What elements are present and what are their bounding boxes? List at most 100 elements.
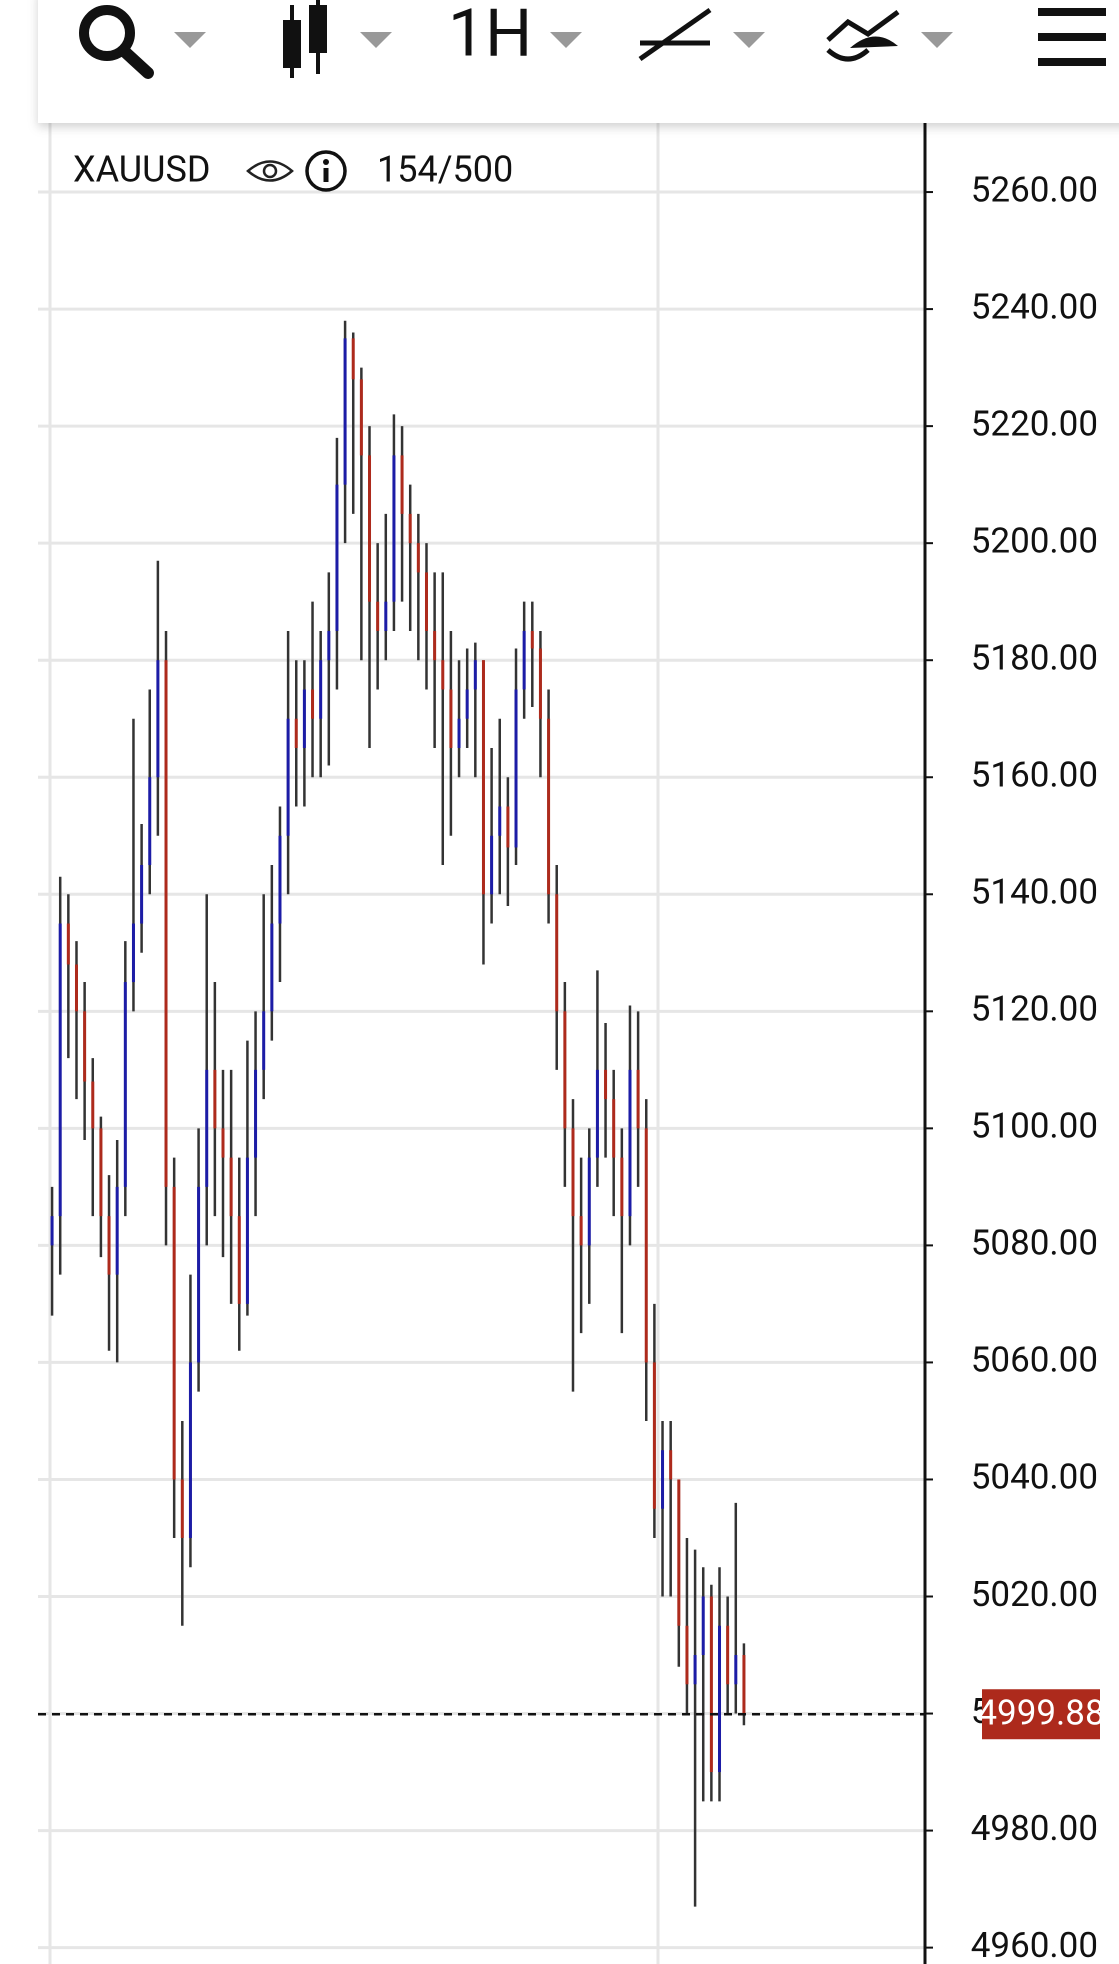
candle-body	[107, 1216, 111, 1275]
candle-body	[311, 689, 315, 719]
candle-body	[221, 1128, 225, 1158]
candle-body	[156, 660, 160, 778]
candle-body	[506, 806, 510, 848]
candle-body	[457, 718, 461, 748]
indicator-button[interactable]	[826, 9, 953, 62]
candle-body	[302, 689, 306, 748]
candle-body	[408, 513, 412, 544]
candle-body	[433, 630, 437, 661]
y-tick-label: 5200.00	[971, 520, 1098, 561]
candle-body	[490, 835, 494, 895]
candle-body	[693, 1655, 697, 1685]
candle-body	[734, 1655, 738, 1685]
chart-type-button[interactable]	[283, 0, 392, 78]
candle-body	[327, 630, 331, 661]
timeframe[interactable]: 1H	[448, 0, 532, 72]
candle-body	[180, 1479, 184, 1538]
candle-body	[384, 601, 388, 631]
candle-body	[351, 338, 355, 380]
candle-body	[726, 1625, 730, 1685]
y-tick-label: 5080.00	[971, 1223, 1098, 1264]
candle-body	[547, 718, 551, 895]
last-price-box	[982, 1689, 1100, 1740]
candle-body	[514, 689, 518, 848]
candle-body	[416, 543, 420, 573]
candle-body	[652, 1362, 656, 1509]
candle-body	[286, 718, 290, 836]
eye-icon[interactable]	[246, 160, 294, 182]
candle-body	[359, 379, 363, 456]
y-tick-label: 5140.00	[971, 872, 1098, 913]
bar-count: 154/500	[377, 149, 513, 191]
candle-body	[140, 865, 144, 924]
candle-body	[368, 455, 372, 602]
candle-body	[245, 1157, 249, 1304]
candle-body	[571, 1128, 575, 1217]
candle-body	[172, 1186, 176, 1480]
candle-body	[278, 835, 282, 924]
candle-body	[465, 689, 469, 719]
candle-body	[644, 1128, 648, 1363]
candle-body	[205, 1069, 209, 1187]
candle-body	[74, 964, 78, 1012]
price-axis: 4960.004980.005000.005020.005040.005060.…	[925, 169, 1105, 1964]
candle-body	[481, 660, 485, 895]
candle-body	[91, 1081, 95, 1129]
candle-body	[538, 648, 542, 719]
candle-body	[595, 1069, 599, 1158]
y-tick-label: 5160.00	[971, 754, 1098, 795]
candle-body	[294, 718, 298, 748]
y-tick-label: 5240.00	[971, 286, 1098, 327]
candle-body	[677, 1479, 681, 1626]
symbol[interactable]: XAUUSD	[73, 149, 210, 191]
candle-body	[636, 1069, 640, 1129]
candle-body	[148, 777, 152, 866]
candles	[38, 320, 925, 1907]
candle-body	[701, 1596, 705, 1656]
y-tick-label: 5220.00	[971, 403, 1098, 444]
candle-body	[579, 1216, 583, 1246]
candle-body	[188, 1362, 192, 1538]
candle-body	[620, 1157, 624, 1217]
candle-body	[709, 1596, 713, 1773]
candle-body	[335, 484, 339, 631]
candle-body	[612, 1099, 616, 1158]
candle-body	[587, 1157, 591, 1246]
timeframe-button[interactable]: 1H	[448, 0, 582, 72]
candle-body	[718, 1625, 722, 1773]
menu-button[interactable]	[1038, 8, 1106, 66]
candle-body	[50, 1216, 54, 1246]
candle-body	[604, 1069, 608, 1100]
candle-body	[197, 1186, 201, 1363]
last-price-label: 4999.88	[977, 1692, 1104, 1733]
candle-body	[392, 455, 396, 602]
candle-body	[343, 338, 347, 485]
candle-body	[123, 982, 127, 1187]
candle-body	[262, 1011, 266, 1070]
candle-body	[522, 630, 526, 690]
candle-body	[83, 1011, 87, 1082]
candle-body	[58, 923, 62, 1217]
candle-body	[213, 1069, 217, 1129]
candle-body	[229, 1157, 233, 1217]
candle-body	[669, 1450, 673, 1480]
search-button[interactable]	[79, 5, 206, 79]
candle-body	[270, 923, 274, 1012]
candle-body	[498, 806, 502, 836]
candle-body	[115, 1186, 119, 1275]
candle-body	[441, 660, 445, 690]
candle-body	[66, 923, 70, 965]
candle-body	[424, 572, 428, 631]
candle-body	[237, 1216, 241, 1304]
y-tick-label: 5260.00	[971, 169, 1098, 210]
candle-body	[685, 1625, 689, 1685]
y-tick-label: 5020.00	[971, 1574, 1098, 1615]
candle-body	[742, 1655, 746, 1715]
info-icon[interactable]	[305, 150, 347, 192]
candle-body	[164, 660, 168, 1187]
candle-body	[661, 1450, 665, 1509]
drawing-tool-button[interactable]	[638, 7, 765, 62]
candle-body	[400, 455, 404, 514]
